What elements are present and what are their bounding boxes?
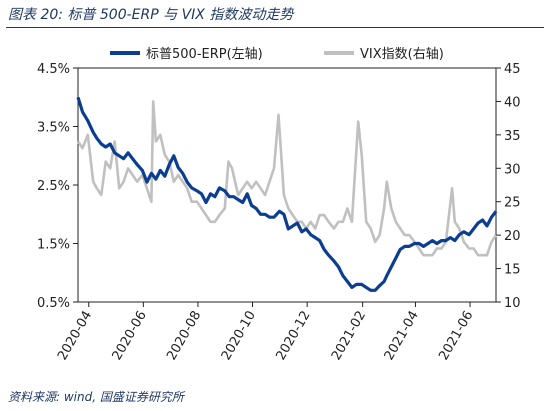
y-right-tick-label: 15 <box>504 263 521 278</box>
x-tick-label: 2021-06 <box>436 309 476 364</box>
legend-erp-label: 标普500-ERP(左轴) <box>146 47 263 62</box>
y-right-tick-label: 10 <box>504 296 521 311</box>
y-left-tick-label: 3.5% <box>37 121 70 136</box>
y-right-tick-label: 20 <box>504 229 521 244</box>
legend-vix-label: VIX指数(右轴) <box>360 47 444 62</box>
x-tick-label: 2020-06 <box>110 309 150 364</box>
chart-title: 图表 20: 标普 500-ERP 与 VIX 指数波动走势 <box>8 7 294 23</box>
vix-series-line <box>76 100 498 257</box>
x-tick-label: 2020-08 <box>164 309 204 364</box>
y-left-tick-label: 1.5% <box>37 238 70 253</box>
x-tick-label: 2020-12 <box>273 309 313 364</box>
y-left-tick-label: 2.5% <box>37 179 70 194</box>
erp-series-line <box>76 96 498 292</box>
x-tick-label: 2021-02 <box>329 309 369 364</box>
y-right-tick-label: 35 <box>504 129 521 144</box>
x-tick-label: 2021-04 <box>382 309 422 364</box>
y-right-tick-label: 40 <box>504 95 521 110</box>
title-divider <box>6 27 544 28</box>
plot-frame <box>77 67 497 303</box>
y-left-tick-label: 0.5% <box>37 296 70 311</box>
y-left-tick-label: 4.5% <box>37 62 70 77</box>
chart-series <box>76 96 498 292</box>
y-right-tick-label: 45 <box>504 62 521 77</box>
chart-legend: 标普500-ERP(左轴) VIX指数(右轴) <box>110 47 444 62</box>
y-right-tick-label: 30 <box>504 162 521 177</box>
x-tick-label: 2020-10 <box>219 309 259 364</box>
y-right-tick-label: 25 <box>504 196 521 211</box>
source-note: 资料来源: wind, 国盛证券研究所 <box>8 390 184 404</box>
x-tick-label: 2020-04 <box>55 309 95 364</box>
